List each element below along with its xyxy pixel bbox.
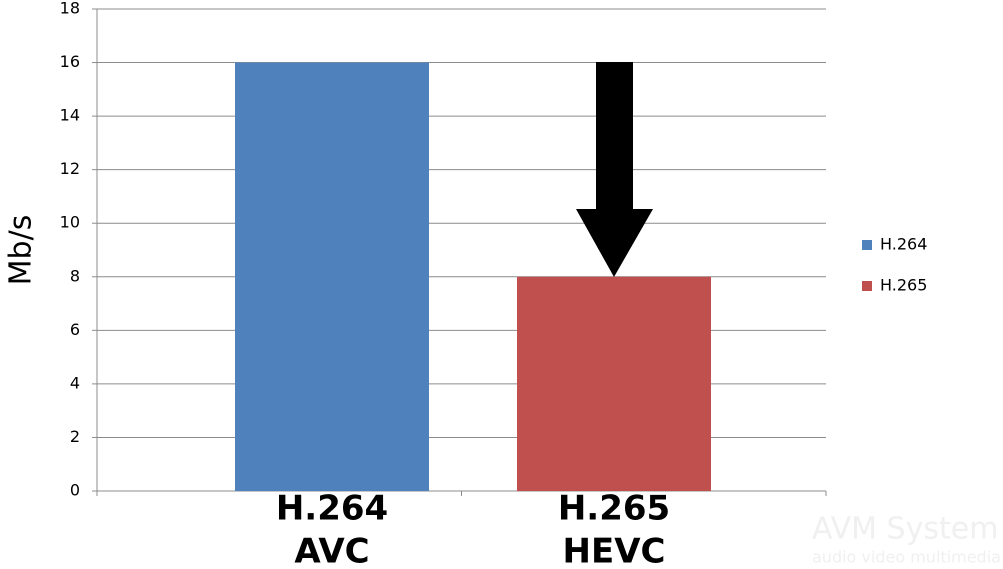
arrow-head xyxy=(576,209,653,277)
watermark-sub: audio video multimedia xyxy=(812,548,1001,567)
y-tick-label: 18 xyxy=(60,0,80,18)
y-tick-label: 6 xyxy=(70,320,80,339)
x-tick-sublabel: HEVC xyxy=(563,532,666,569)
y-tick-label: 8 xyxy=(70,266,80,285)
y-tick-label: 0 xyxy=(70,481,80,500)
y-tick-label: 4 xyxy=(70,373,80,392)
x-tick-label: H.264 xyxy=(276,489,388,529)
y-tick-label: 10 xyxy=(60,213,80,232)
bar xyxy=(517,276,711,491)
x-tick-label: H.265 xyxy=(558,489,670,529)
legend-label: H.265 xyxy=(880,276,927,295)
y-tick-label: 16 xyxy=(60,52,80,71)
y-tick-label: 14 xyxy=(60,106,80,125)
x-tick-sublabel: AVC xyxy=(294,532,369,569)
y-tick-label: 12 xyxy=(60,159,80,178)
legend-swatch xyxy=(862,281,872,291)
watermark: AVM System xyxy=(812,512,998,547)
legend-swatch xyxy=(862,240,872,250)
arrow-shaft xyxy=(596,62,633,212)
arrow xyxy=(576,62,653,277)
bar xyxy=(235,62,429,492)
y-axis-label: Mb/s xyxy=(4,215,39,286)
plot-area: 024681012141618H.264AVCH.265HEVCH.264H.2… xyxy=(60,0,928,569)
y-tick-label: 2 xyxy=(70,427,80,446)
legend-label: H.264 xyxy=(880,235,927,254)
